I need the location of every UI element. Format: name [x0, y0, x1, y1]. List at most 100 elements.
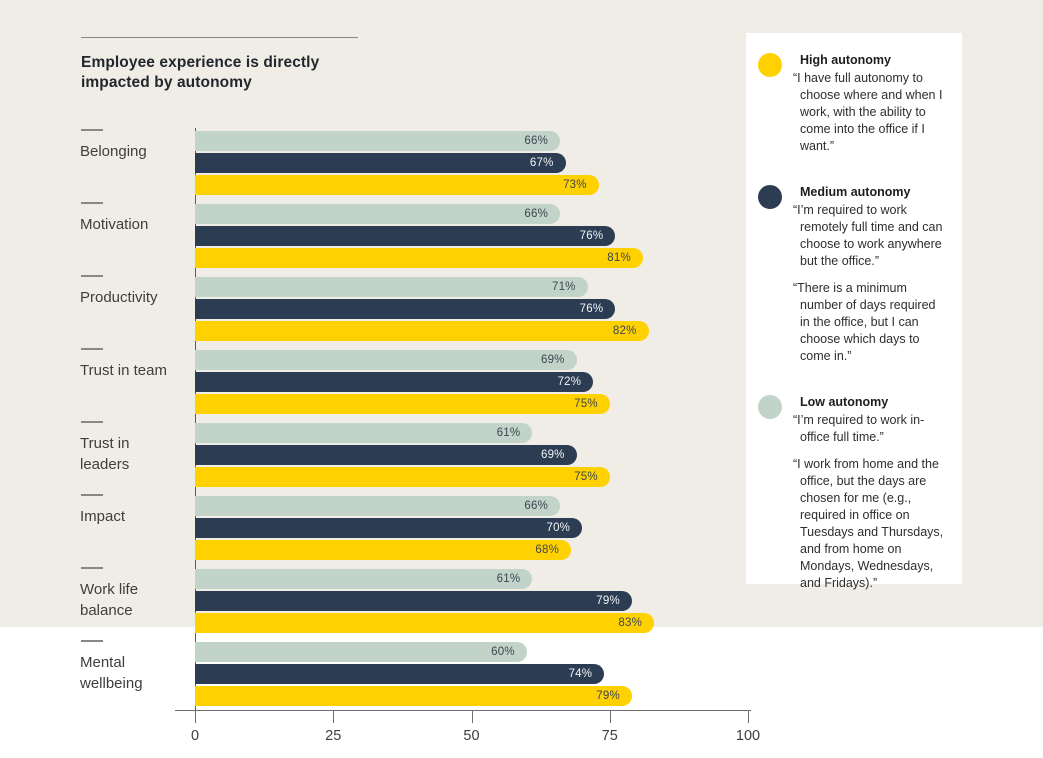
chart-row-motivation: Motivation 66% 76% 81%	[80, 202, 654, 268]
legend-quote: “There is a minimum number of days requi…	[793, 281, 936, 363]
bar-medium-autonomy: 69%	[195, 445, 577, 465]
x-axis-tick-label: 75	[601, 728, 618, 744]
bar-value-label: 69%	[540, 354, 565, 366]
bar-medium-autonomy: 76%	[195, 299, 616, 319]
bars-group: 66% 67% 73%	[195, 131, 599, 195]
legend-item-medium-autonomy: Medium autonomy “I’m required to work rem…	[758, 184, 948, 375]
category-tick	[81, 348, 103, 350]
x-axis-tick-label: 0	[190, 728, 200, 744]
bar-value-label: 73%	[563, 179, 587, 191]
category-tick	[81, 421, 103, 423]
bar-chart: Belonging 66% 67% 73% Motivation 66% 76% 81% Pro…	[80, 129, 654, 715]
legend-panel: High autonomy “I have full autonomy to ch…	[746, 33, 962, 590]
x-axis-tick	[748, 710, 749, 723]
category-tick	[81, 567, 103, 569]
bar-value-label: 75%	[574, 471, 598, 483]
category-label: Mental wellbeing	[80, 654, 143, 692]
bar-value-label: 66%	[524, 135, 548, 147]
category-label: Impact	[80, 508, 126, 525]
x-axis-tick-label: 25	[325, 728, 342, 744]
bar-value-label: 60%	[491, 646, 515, 658]
bar-value-label: 76%	[579, 303, 604, 315]
bar-medium-autonomy: 70%	[195, 518, 583, 538]
chart-row-mental-wellbeing: Mental wellbeing 60% 74% 79%	[80, 640, 654, 706]
bar-low-autonomy: 60%	[195, 642, 527, 662]
bar-high-autonomy: 83%	[195, 613, 654, 633]
bar-value-label: 82%	[612, 325, 637, 337]
x-axis-tick	[609, 710, 611, 723]
bar-medium-autonomy: 76%	[195, 226, 616, 246]
bar-value-label: 61%	[496, 427, 521, 439]
chart-row-trust-in-team: Trust in team 69% 72% 75%	[80, 348, 654, 414]
category-tick	[81, 202, 103, 204]
bar-value-label: 83%	[618, 617, 642, 629]
bar-high-autonomy: 79%	[195, 686, 632, 706]
category-tick	[81, 129, 103, 131]
category-label: Productivity	[80, 289, 158, 306]
bar-value-label: 69%	[540, 449, 565, 461]
x-axis-line	[175, 710, 751, 711]
legend-quote: “I’m required to work remotely full time…	[793, 203, 943, 268]
chart-row-productivity: Productivity 71% 76% 82%	[80, 275, 654, 341]
bar-low-autonomy: 69%	[195, 350, 577, 370]
category-cell: Impact	[80, 494, 195, 560]
category-label: Trust in team	[80, 362, 167, 379]
category-cell: Productivity	[80, 275, 195, 341]
bar-value-label: 75%	[574, 398, 598, 410]
bar-low-autonomy: 66%	[195, 204, 560, 224]
bar-low-autonomy: 61%	[195, 569, 533, 589]
legend-quote: “I have full autonomy to choose where an…	[793, 71, 943, 153]
category-label: Motivation	[80, 216, 149, 233]
chart-row-impact: Impact 66% 70% 68%	[80, 494, 654, 560]
category-cell: Work life balance	[80, 567, 195, 633]
page-title-line1: Employee experience is directly	[81, 54, 320, 71]
bar-low-autonomy: 61%	[195, 423, 533, 443]
chart-row-trust-in-leaders: Trust in leaders 61% 69% 75%	[80, 421, 654, 487]
category-label: Trust in leaders	[80, 435, 130, 473]
bar-value-label: 76%	[579, 230, 604, 242]
legend-item-low-autonomy: Low autonomy “I’m required to work in-off…	[758, 394, 948, 602]
bar-value-label: 68%	[535, 544, 559, 556]
bars-group: 71% 76% 82%	[195, 277, 649, 341]
legend-color-dot-icon	[758, 185, 782, 209]
x-axis-tick-label: 100	[735, 728, 761, 744]
legend-quote: “I work from home and the office, but th…	[793, 457, 944, 590]
bars-group: 66% 76% 81%	[195, 204, 643, 268]
bar-low-autonomy: 71%	[195, 277, 588, 297]
bar-medium-autonomy: 72%	[195, 372, 594, 392]
legend-item-title: Medium autonomy	[800, 185, 911, 199]
bar-high-autonomy: 81%	[195, 248, 643, 268]
bar-medium-autonomy: 79%	[195, 591, 632, 611]
bar-high-autonomy: 75%	[195, 394, 610, 414]
legend-item-high-autonomy: High autonomy “I have full autonomy to ch…	[758, 52, 948, 165]
bar-value-label: 70%	[546, 522, 571, 534]
page-title-line2: impacted by autonomy	[81, 74, 252, 91]
legend-item-title: Low autonomy	[800, 395, 889, 409]
bar-value-label: 74%	[568, 668, 593, 680]
bar-high-autonomy: 73%	[195, 175, 599, 195]
bar-value-label: 79%	[596, 690, 620, 702]
x-axis-tick	[195, 710, 196, 723]
category-cell: Belonging	[80, 129, 195, 195]
category-cell: Motivation	[80, 202, 195, 268]
x-axis-tick-label: 50	[463, 728, 480, 744]
chart-row-work-life-balance: Work life balance 61% 79% 83%	[80, 567, 654, 633]
bar-value-label: 66%	[524, 208, 548, 220]
bars-group: 69% 72% 75%	[195, 350, 610, 414]
category-tick	[81, 494, 103, 496]
bar-value-label: 81%	[607, 252, 631, 264]
category-tick	[81, 275, 103, 277]
category-tick	[81, 640, 103, 642]
x-axis-tick	[471, 710, 473, 723]
bar-value-label: 72%	[557, 376, 582, 388]
legend-item-title: High autonomy	[800, 53, 891, 67]
category-label: Belonging	[80, 143, 147, 160]
bars-group: 61% 79% 83%	[195, 569, 654, 633]
legend-color-dot-icon	[758, 53, 782, 77]
bars-group: 60% 74% 79%	[195, 642, 632, 706]
category-cell: Trust in leaders	[80, 421, 195, 487]
bar-value-label: 66%	[524, 500, 548, 512]
legend-text: High autonomy “I have full autonomy to ch…	[793, 52, 948, 165]
bar-medium-autonomy: 67%	[195, 153, 566, 173]
x-axis: 0 25 50 75 100	[175, 710, 760, 754]
